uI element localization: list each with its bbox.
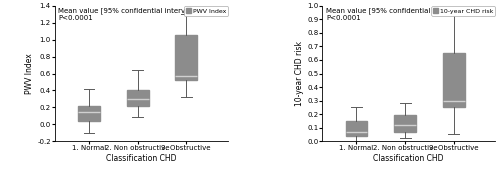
PathPatch shape	[176, 35, 197, 80]
Text: Mean value [95% confidential interval
P<0.0001: Mean value [95% confidential interval P<…	[58, 7, 192, 22]
Text: Mean value [95% confidential interval
P<0.0001: Mean value [95% confidential interval P<…	[326, 7, 460, 22]
Legend: PWV Index: PWV Index	[184, 6, 228, 16]
PathPatch shape	[78, 106, 100, 121]
PathPatch shape	[126, 90, 148, 106]
Y-axis label: 10-year CHD risk: 10-year CHD risk	[296, 41, 304, 106]
X-axis label: Classification CHD: Classification CHD	[374, 154, 444, 163]
Y-axis label: PWV Index: PWV Index	[26, 53, 35, 94]
PathPatch shape	[394, 115, 416, 132]
X-axis label: Classification CHD: Classification CHD	[106, 154, 176, 163]
PathPatch shape	[442, 53, 464, 107]
PathPatch shape	[346, 121, 368, 136]
Legend: 10-year CHD risk: 10-year CHD risk	[432, 6, 496, 16]
